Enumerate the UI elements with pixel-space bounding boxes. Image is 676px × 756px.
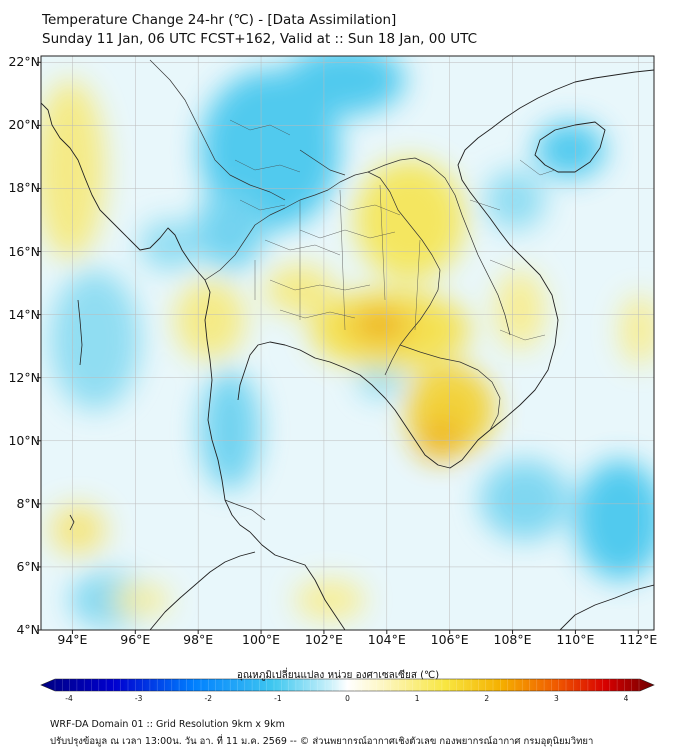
lon-label: 96°E <box>120 632 151 647</box>
graticule <box>41 56 654 630</box>
lat-label: 16°N <box>8 243 40 259</box>
lon-label: 104°E <box>367 632 406 647</box>
chart-subtitle: Sunday 11 Jan, 06 UTC FCST+162, Valid at… <box>42 31 477 47</box>
temperature-field <box>41 56 654 630</box>
border-thailand <box>204 171 441 376</box>
border-myanmar-china <box>149 59 286 201</box>
colorbar-tick-label: 2 <box>484 694 490 703</box>
colorbar-tick-label: -1 <box>274 694 282 703</box>
map-frame <box>40 55 655 631</box>
colorbar-tick-label: -4 <box>65 694 73 703</box>
lat-label: 20°N <box>8 117 40 133</box>
lon-label: 98°E <box>183 632 214 647</box>
provincial-lines <box>229 119 556 341</box>
lat-label: 8°N <box>16 495 40 511</box>
lon-label: 100°E <box>242 632 281 647</box>
axis-ticks <box>37 61 639 634</box>
border-malaysia <box>224 499 266 521</box>
footer-domain-info: WRF-DA Domain 01 :: Grid Resolution 9km … <box>50 719 285 730</box>
lat-label: 18°N <box>8 180 40 196</box>
coastline-malay <box>249 531 346 630</box>
colorbar-tick-label: 3 <box>553 694 559 703</box>
coastline-gulf <box>237 69 654 469</box>
lon-label: 112°E <box>619 632 658 647</box>
lat-label: 12°N <box>8 369 40 385</box>
map-outlines <box>41 59 654 630</box>
lon-label: 94°E <box>57 632 88 647</box>
border-laos-vietnam <box>299 149 511 336</box>
colorbar-tick-label: 1 <box>414 694 420 703</box>
coastline-sumatra <box>149 551 256 630</box>
lon-label: 102°E <box>304 632 343 647</box>
lon-label: 108°E <box>493 632 532 647</box>
colorbar-tick-label: 0 <box>345 694 350 703</box>
lon-label: 106°E <box>430 632 469 647</box>
hainan-island <box>534 121 606 173</box>
lon-label: 110°E <box>556 632 595 647</box>
lat-label: 10°N <box>8 432 40 448</box>
footer-credit: ปรับปรุงข้อมูล ณ เวลา 13:00น. วัน อา. ที… <box>50 736 594 747</box>
chart-title: Temperature Change 24-hr (℃) - [Data Ass… <box>42 12 397 28</box>
lat-label: 14°N <box>8 306 40 322</box>
border-cambodia <box>399 344 501 431</box>
lat-label: 6°N <box>16 558 40 574</box>
coastline-borneo <box>559 584 654 630</box>
lat-label: 4°N <box>16 622 40 637</box>
colorbar-title: อุณหภูมิเปลี่ยนแปลง หน่วย องศาเซลเซียส (… <box>236 670 440 681</box>
colorbar-tick-label: 4 <box>623 694 629 703</box>
temperature-change-map <box>37 55 655 692</box>
colorbar-tick-label: -3 <box>134 694 143 703</box>
colorbar-tick-label: -2 <box>204 694 212 703</box>
coastline-west <box>41 102 251 533</box>
andaman-islands <box>69 299 83 531</box>
colorbar <box>40 678 655 692</box>
lat-label: 22°N <box>8 54 40 70</box>
